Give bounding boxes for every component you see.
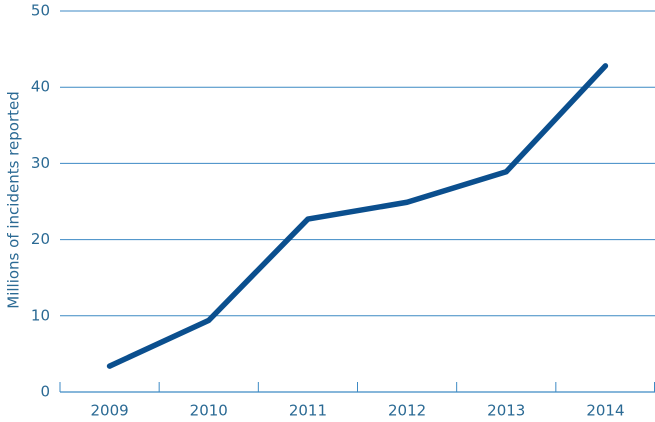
y-tick-label: 50 xyxy=(31,2,50,20)
x-tick-label: 2010 xyxy=(190,402,228,420)
y-axis-label: Millions of incidents reported xyxy=(5,91,23,308)
y-tick-label: 30 xyxy=(31,154,50,172)
y-tick-label: 0 xyxy=(40,383,50,401)
x-tick-label: 2009 xyxy=(90,402,128,420)
y-tick-label: 10 xyxy=(31,306,50,324)
x-tick-label: 2011 xyxy=(289,402,327,420)
x-tick-label: 2012 xyxy=(388,402,426,420)
data-line xyxy=(106,63,609,369)
y-tick-label: 40 xyxy=(31,78,50,96)
x-tick-label: 2014 xyxy=(586,402,624,420)
x-tick-label: 2013 xyxy=(487,402,525,420)
y-tick-label: 20 xyxy=(31,230,50,248)
